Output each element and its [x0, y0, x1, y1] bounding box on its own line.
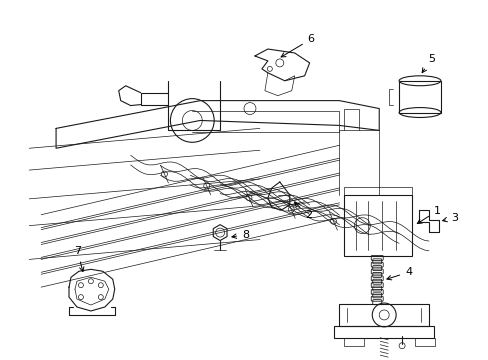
Bar — [398, 81, 440, 113]
Text: 2: 2 — [294, 202, 311, 220]
Bar — [414, 338, 434, 346]
Text: 6: 6 — [281, 34, 314, 57]
Bar — [339, 304, 428, 326]
Text: 4: 4 — [386, 267, 411, 280]
Text: 7: 7 — [74, 247, 84, 271]
Text: 1: 1 — [416, 206, 440, 224]
Bar — [344, 195, 411, 256]
Bar — [344, 338, 364, 346]
Text: 5: 5 — [421, 54, 434, 73]
Bar — [334, 326, 433, 338]
Text: 3: 3 — [442, 213, 457, 223]
Text: 8: 8 — [231, 230, 248, 239]
